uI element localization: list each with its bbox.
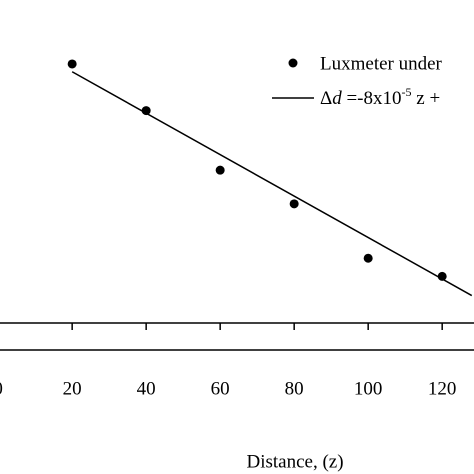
x-tick-label: 20 [63,378,82,399]
legend-label-part: z + [412,88,441,109]
x-tick-label: 80 [285,378,304,399]
legend-label: Δd =-8x10-5 z + [320,85,440,110]
fit-line [71,71,473,297]
legend-label-part: -5 [402,85,412,99]
x-tick-label: 0 [0,378,3,399]
legend-marker [288,58,298,68]
legend-label-part: =-8x10 [342,88,402,109]
legend-label: Luxmeter under [320,53,443,74]
data-point [67,59,77,69]
x-tick-label: 120 [428,378,457,399]
x-tick-label: 40 [137,378,156,399]
data-point [215,165,225,175]
x-tick-label: 60 [211,378,230,399]
data-point [363,253,373,263]
legend-label-part: Δ [320,88,332,109]
legend-label-part: d [332,88,342,109]
x-axis-label: Distance, (z) [246,451,343,472]
data-point [289,199,299,209]
data-point [437,271,447,281]
x-tick-label: 100 [354,378,383,399]
data-point [141,106,151,116]
